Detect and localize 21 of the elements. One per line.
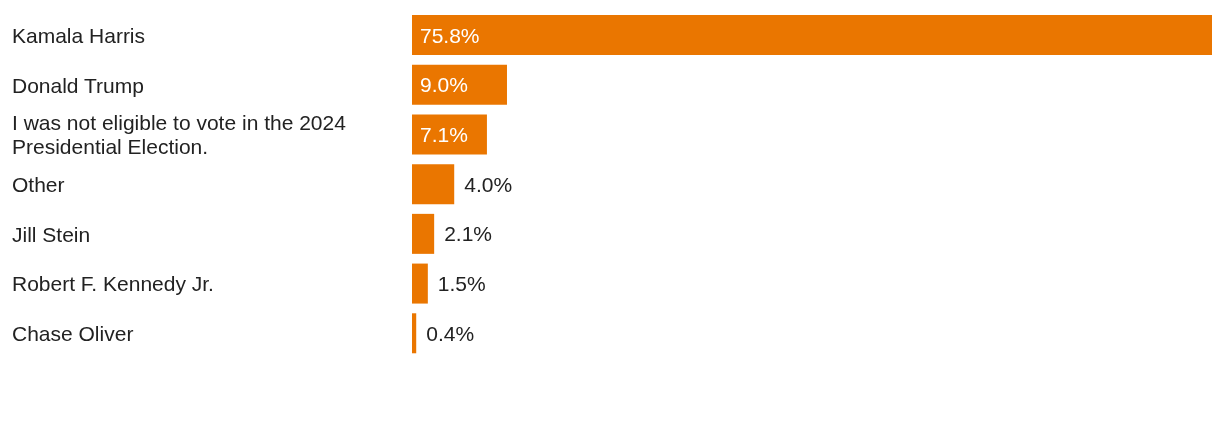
- bar: [412, 15, 1212, 55]
- bar: [412, 213, 435, 254]
- y-tick-label: Jill Stein: [12, 222, 91, 246]
- bar: [412, 114, 487, 155]
- data-label: 9.0%: [420, 73, 468, 97]
- y-tick-label: Donald Trump: [12, 73, 144, 97]
- y-tick-label: I was not eligible to vote in the 2024 Presidential Election.: [12, 110, 347, 158]
- y-tick-label: Kamala Harris: [12, 23, 146, 47]
- data-label: 7.1%: [420, 122, 468, 146]
- data-label: 1.5%: [437, 272, 486, 296]
- bar: [412, 263, 428, 304]
- bar: [412, 164, 455, 205]
- data-label: 2.1%: [444, 222, 493, 246]
- data-label: 4.0%: [464, 172, 513, 196]
- y-tick-label: Robert F. Kennedy Jr.: [12, 271, 214, 295]
- data-label: 0.4%: [426, 321, 475, 345]
- data-label: 75.8%: [420, 23, 480, 47]
- bar: [412, 64, 507, 105]
- y-tick-label: Chase Oliver: [12, 321, 134, 345]
- bar: [412, 313, 417, 354]
- y-tick-label: Other: [12, 172, 65, 196]
